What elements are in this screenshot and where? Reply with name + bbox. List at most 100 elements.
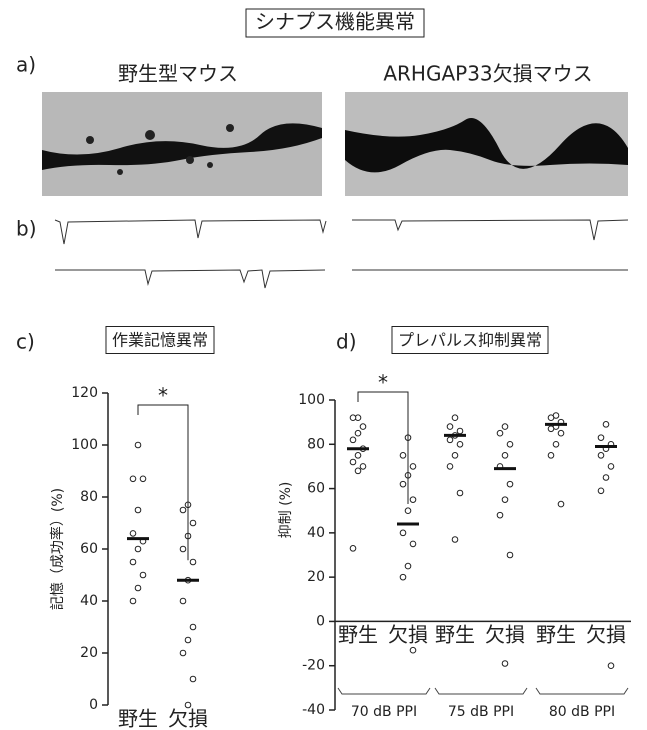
y-tick-label: 100	[71, 437, 98, 453]
data-point	[597, 452, 605, 459]
group-bracket	[535, 687, 629, 695]
y-tick-label: -20	[302, 658, 325, 674]
data-point	[597, 434, 605, 441]
y-tick-label: 20	[307, 569, 325, 585]
data-point	[451, 536, 459, 543]
x-tick-label: 欠損	[485, 623, 525, 647]
chart-title: プレパルス抑制異常	[398, 331, 542, 350]
data-point	[134, 545, 142, 553]
data-point	[184, 636, 192, 644]
data-point	[179, 545, 187, 553]
data-point	[602, 474, 610, 481]
data-point	[547, 414, 555, 422]
x-tick-label: 野生	[118, 707, 158, 730]
data-point	[179, 649, 187, 657]
data-point	[139, 475, 147, 483]
data-point	[501, 452, 509, 459]
data-point	[134, 506, 142, 514]
data-point	[189, 558, 197, 566]
chart-title: 作業記憶異常	[112, 331, 208, 350]
panel-label: b)	[16, 217, 37, 241]
data-point	[189, 519, 197, 527]
data-point	[451, 414, 459, 422]
data-point	[179, 506, 187, 514]
micrograph	[345, 92, 628, 196]
y-tick-label: 20	[80, 645, 98, 661]
data-point	[456, 489, 464, 497]
title-box	[391, 326, 549, 354]
data-point	[399, 452, 407, 459]
data-point	[506, 480, 514, 488]
data-point	[139, 571, 147, 579]
data-point	[547, 425, 555, 433]
data-point	[607, 463, 615, 470]
x-tick-label: 欠損	[388, 623, 428, 647]
data-point	[359, 463, 367, 470]
group-label: 80 dB PPI	[549, 704, 615, 720]
annotation: *	[378, 371, 388, 395]
data-point	[501, 496, 509, 503]
y-tick-label: 0	[89, 697, 98, 713]
data-point	[129, 530, 137, 537]
significance-bracket	[357, 391, 409, 504]
data-point	[349, 414, 357, 422]
data-point	[456, 427, 464, 435]
data-point	[189, 623, 197, 631]
data-point	[456, 440, 464, 448]
data-point	[506, 551, 514, 559]
x-tick-label: 野生	[435, 623, 475, 647]
traces	[54, 219, 629, 289]
panel-label: a)	[16, 53, 36, 77]
title-box	[105, 326, 215, 354]
data-point	[179, 597, 187, 605]
data-point	[409, 540, 417, 548]
data-point	[451, 452, 459, 459]
data-point	[184, 701, 192, 709]
data-point	[552, 440, 560, 448]
group-bracket	[337, 687, 431, 695]
y-tick-label: 60	[80, 541, 98, 557]
x-tick-label: 野生	[536, 623, 576, 647]
data-point	[354, 429, 362, 437]
data-point	[189, 675, 197, 683]
data-point	[446, 436, 454, 444]
data-point	[409, 463, 417, 470]
y-tick-label: 0	[316, 613, 325, 629]
group-bracket	[434, 687, 528, 695]
data-point	[399, 480, 407, 488]
y-tick-label: 40	[307, 525, 325, 541]
data-point	[506, 440, 514, 448]
data-point	[409, 646, 417, 654]
panel-label: c)	[16, 330, 35, 354]
data-point	[129, 475, 137, 483]
panel-label: d)	[336, 330, 357, 354]
data-point	[399, 529, 407, 537]
data-point	[496, 511, 504, 519]
group-label: 75 dB PPI	[448, 704, 514, 720]
data-point	[501, 423, 509, 430]
data-point	[354, 452, 362, 459]
y-tick-label: 100	[298, 392, 325, 408]
data-point	[134, 584, 142, 592]
data-point	[602, 421, 610, 428]
image-label: 野生型マウス	[118, 62, 238, 86]
y-tick-label: 80	[307, 436, 325, 452]
y-axis-label: 記憶（成功率）(%)	[49, 488, 66, 610]
figure-title: シナプス機能異常	[255, 10, 415, 34]
x-tick-label: 欠損	[168, 707, 208, 730]
image-label: ARHGAP33欠損マウス	[383, 62, 592, 86]
data-point	[349, 545, 357, 552]
data-point	[607, 662, 615, 670]
y-axis-label: 抑制 (%)	[278, 482, 294, 539]
y-tick-label: -40	[302, 702, 325, 718]
x-tick-label: 野生	[338, 623, 378, 647]
title-box	[245, 8, 425, 38]
data-point	[446, 423, 454, 430]
data-point	[129, 558, 137, 566]
data-point	[349, 436, 357, 444]
data-point	[409, 496, 417, 503]
data-point	[359, 423, 367, 430]
data-point	[134, 441, 142, 449]
y-tick-label: 120	[71, 385, 98, 401]
